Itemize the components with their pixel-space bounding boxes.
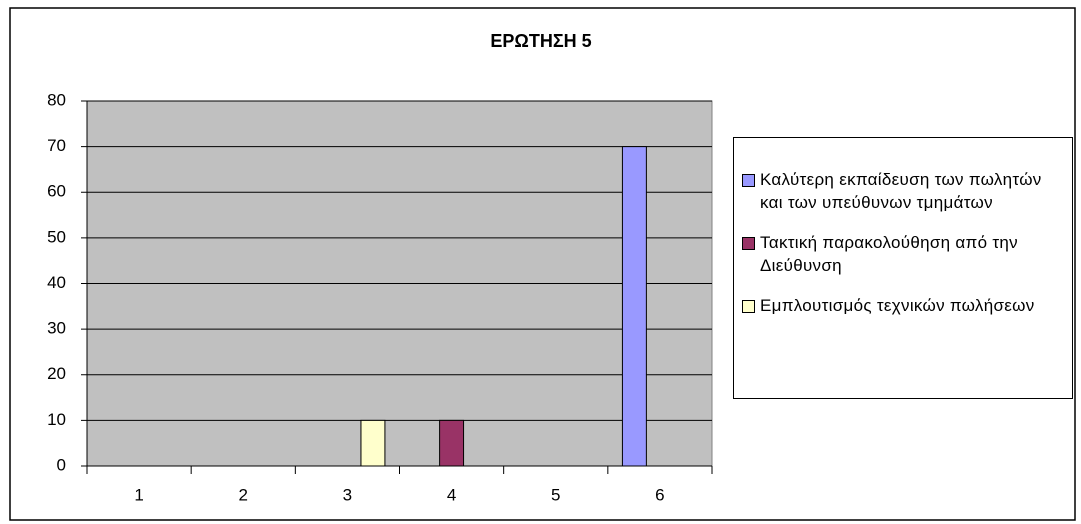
y-tick-label: 30	[47, 319, 66, 338]
y-tick-label: 60	[47, 182, 66, 201]
x-tick-label: 2	[239, 485, 248, 504]
bar	[439, 419, 465, 467]
legend-label: Καλύτερη εκπαίδευση των πωλητών και των …	[760, 170, 1042, 212]
y-tick-label: 70	[47, 136, 66, 155]
legend-label: Εμπλουτισμός τεχνικών πωλήσεων	[760, 296, 1035, 315]
x-tick-label: 5	[551, 485, 560, 504]
bar	[360, 419, 386, 467]
legend-swatch	[742, 174, 755, 187]
x-tick-label: 3	[343, 485, 352, 504]
x-tick-label: 6	[655, 485, 664, 504]
y-tick-label: 0	[57, 455, 66, 474]
legend-swatch	[742, 300, 755, 313]
y-tick-label: 80	[47, 90, 66, 109]
legend-swatch	[742, 237, 755, 250]
legend-entry: Τακτική παρακολούθηση από την Διεύθυνση	[742, 231, 1066, 277]
legend-entry: Εμπλουτισμός τεχνικών πωλήσεων	[742, 294, 1066, 317]
legend-label: Τακτική παρακολούθηση από την Διεύθυνση	[760, 233, 1018, 275]
legend-entry: Καλύτερη εκπαίδευση των πωλητών και των …	[742, 168, 1066, 214]
legend: Καλύτερη εκπαίδευση των πωλητών και των …	[733, 137, 1073, 399]
chart-title: ΕΡΩΤΗΣΗ 5	[490, 31, 591, 51]
y-tick-label: 50	[47, 227, 66, 246]
y-tick-label: 20	[47, 364, 66, 383]
x-tick-label: 4	[447, 485, 456, 504]
y-tick-label: 10	[47, 410, 66, 429]
y-tick-label: 40	[47, 273, 66, 292]
bar	[621, 146, 647, 467]
x-tick-label: 1	[134, 485, 143, 504]
